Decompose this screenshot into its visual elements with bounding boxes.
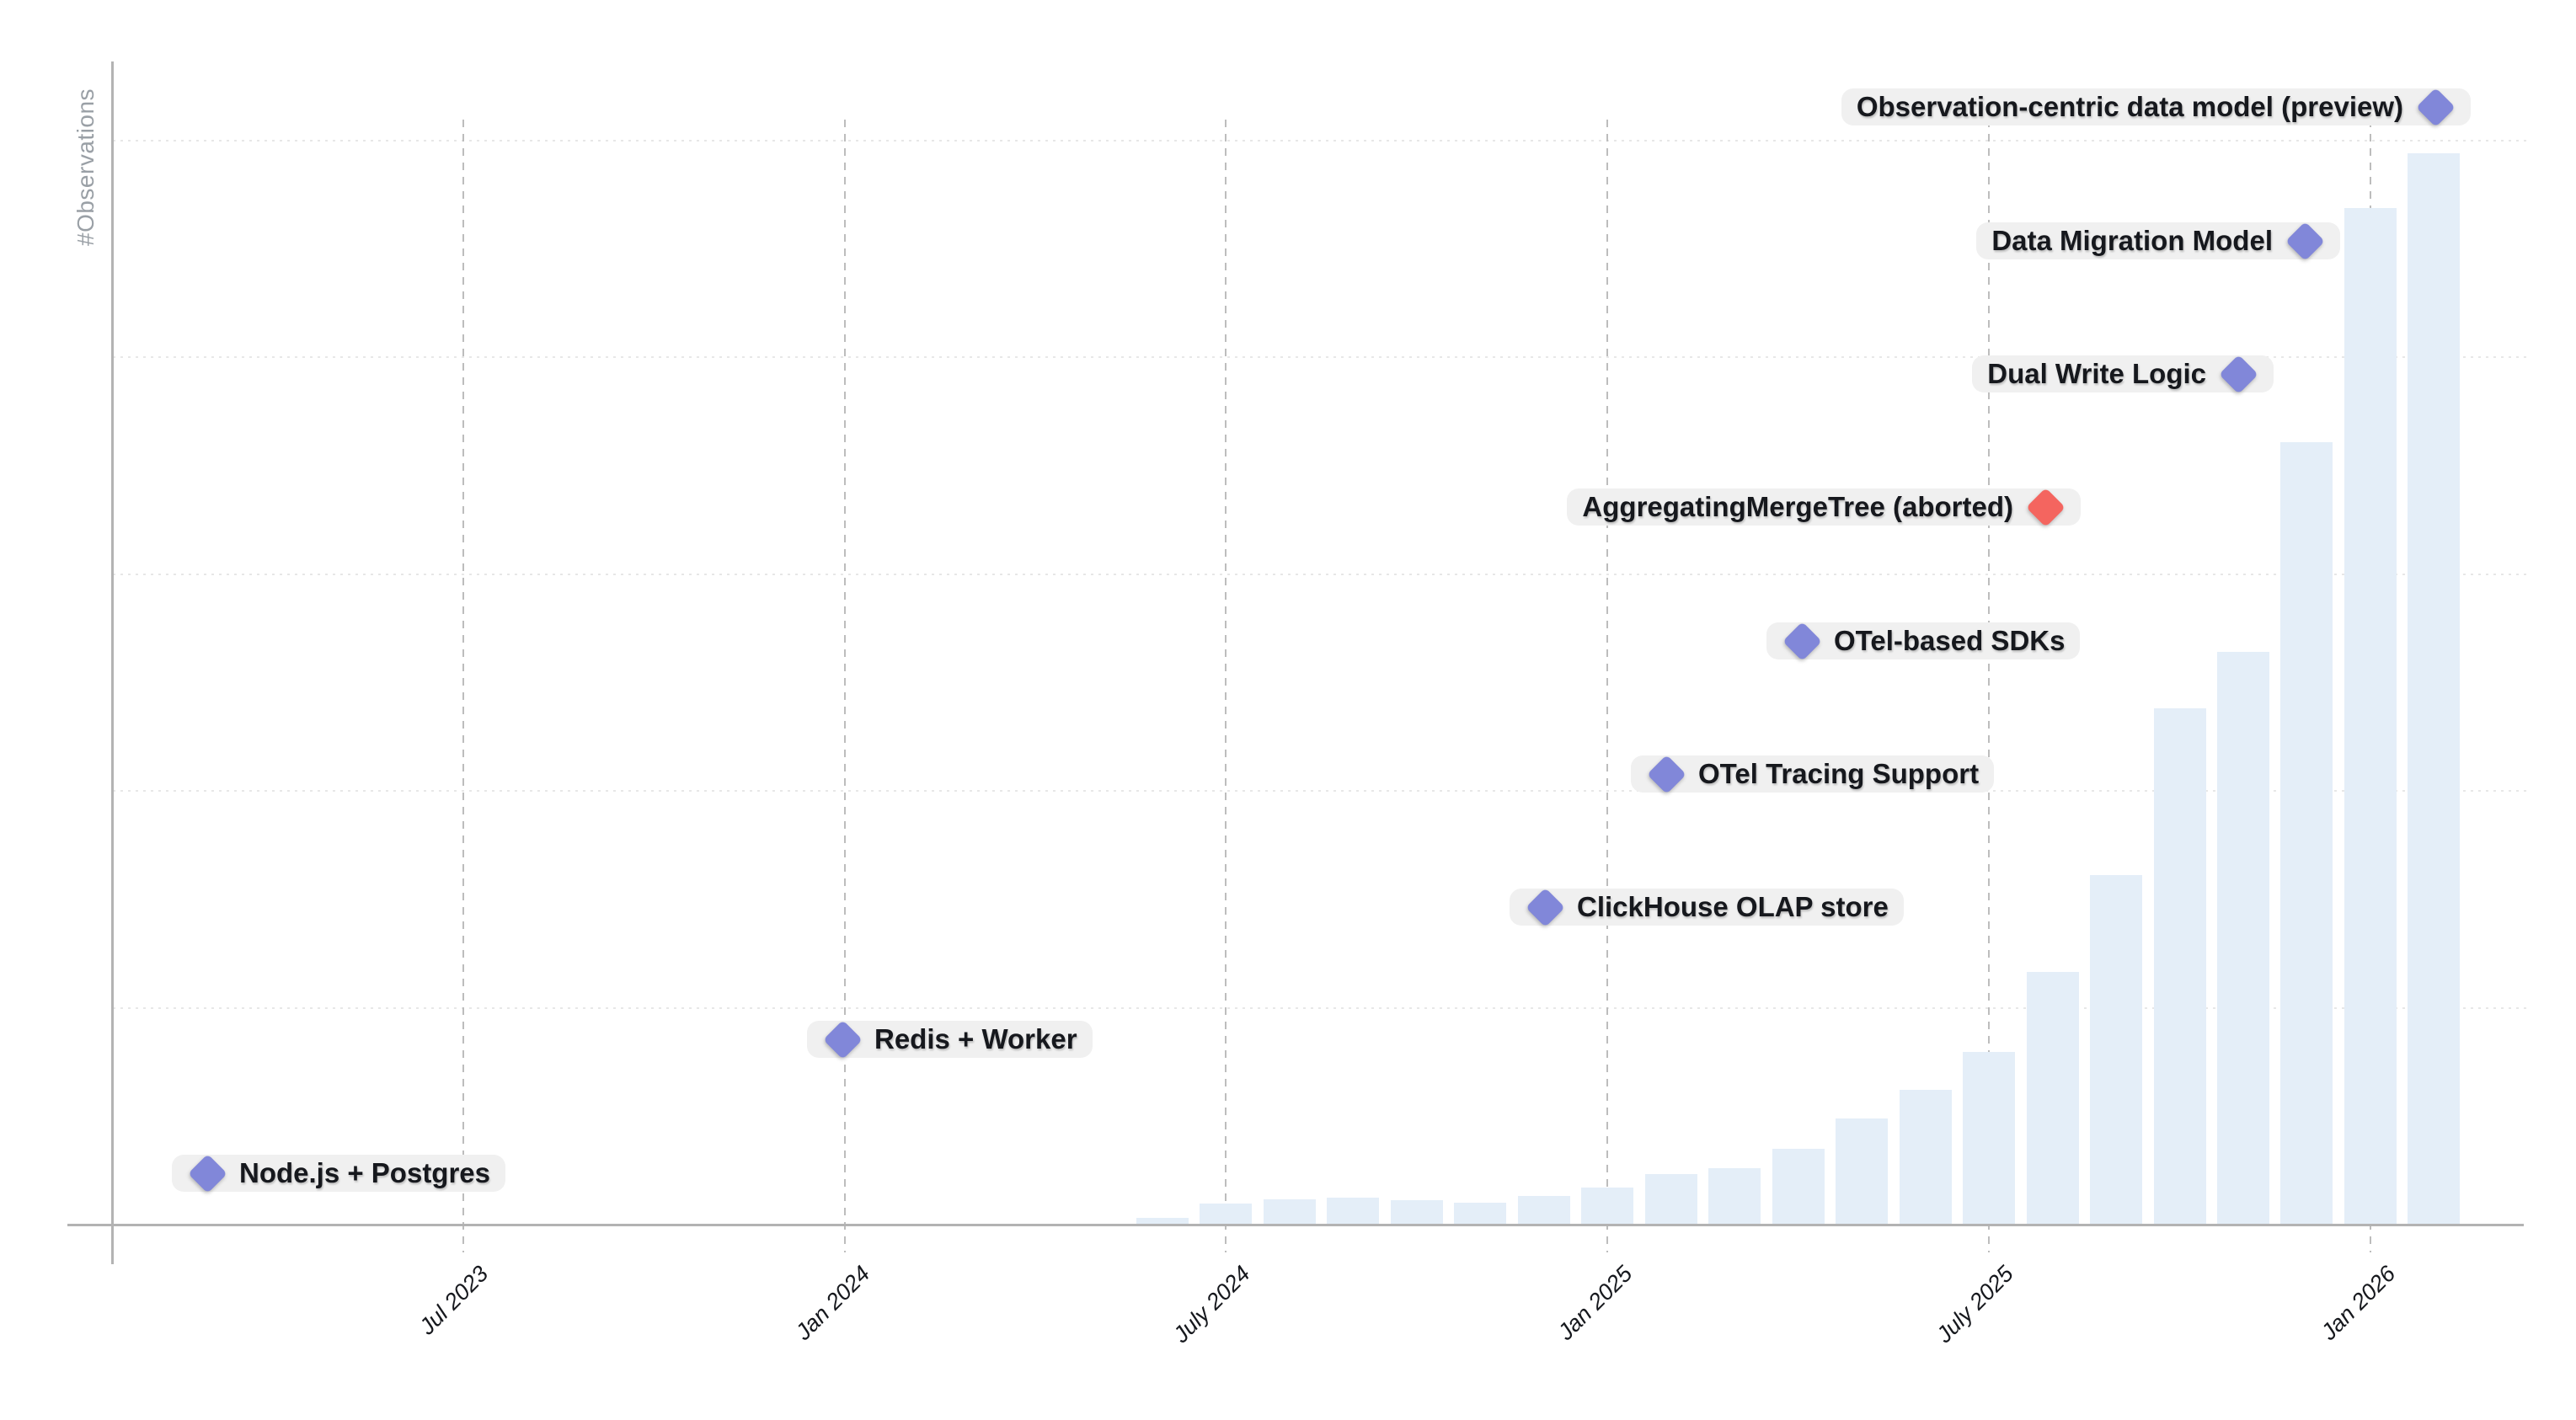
x-tick-label: Jul 2023 xyxy=(414,1261,494,1340)
bar xyxy=(2344,208,2397,1225)
bar xyxy=(1900,1090,1952,1225)
milestone-diamond-icon xyxy=(187,1153,227,1193)
milestone-label: AggregatingMergeTree (aborted) xyxy=(1567,487,2081,527)
milestone-label: OTel-based SDKs xyxy=(1766,621,2081,661)
milestone-diamond-icon xyxy=(2025,487,2066,527)
bar xyxy=(1391,1200,1443,1225)
bar xyxy=(1645,1174,1697,1225)
x-tick-label: Jan 2025 xyxy=(1553,1261,1638,1345)
bar xyxy=(1327,1198,1379,1225)
bar xyxy=(1518,1196,1570,1225)
milestone-diamond-icon xyxy=(1646,754,1686,794)
horizontal-gridline xyxy=(113,574,2527,575)
bar xyxy=(2027,972,2079,1225)
milestone-label: OTel Tracing Support xyxy=(1631,754,1995,794)
x-tick-label: Jan 2026 xyxy=(2316,1261,2401,1345)
bar xyxy=(1836,1118,1888,1225)
milestone-label: ClickHouse OLAP store xyxy=(1510,887,1904,927)
milestone-diamond-icon xyxy=(2218,354,2258,394)
bar xyxy=(2280,442,2333,1225)
milestone-diamond-icon xyxy=(2415,87,2456,127)
y-axis-line xyxy=(111,61,114,1264)
vertical-gridline xyxy=(1606,120,1608,1252)
bar xyxy=(2408,153,2460,1225)
milestone-label: Observation-centric data model (preview) xyxy=(1841,87,2471,127)
bar xyxy=(1708,1168,1761,1225)
vertical-gridline xyxy=(844,120,846,1252)
bar xyxy=(1200,1204,1252,1225)
milestone-diamond-icon xyxy=(1782,621,1822,661)
milestone-diamond-icon xyxy=(822,1019,863,1060)
horizontal-gridline xyxy=(113,140,2527,141)
milestone-label: Data Migration Model xyxy=(1976,221,2340,261)
bar xyxy=(2154,708,2206,1225)
horizontal-gridline xyxy=(113,1007,2527,1009)
bar xyxy=(1963,1052,2015,1225)
milestone-diamond-icon xyxy=(1525,887,1565,927)
x-tick-label: July 2024 xyxy=(1168,1261,1256,1348)
bar xyxy=(1454,1203,1506,1225)
x-tick-label: Jan 2024 xyxy=(790,1261,875,1345)
vertical-gridline xyxy=(1988,120,1990,1252)
bar xyxy=(1264,1199,1316,1225)
bar xyxy=(1581,1188,1633,1225)
vertical-gridline xyxy=(462,120,464,1252)
bar xyxy=(2217,652,2269,1225)
horizontal-gridline xyxy=(113,356,2527,358)
vertical-gridline xyxy=(1225,120,1227,1252)
milestone-label: Node.js + Postgres xyxy=(172,1153,506,1193)
x-axis-line xyxy=(67,1224,2524,1226)
y-axis-label: #Observations xyxy=(72,88,99,246)
milestone-label: Redis + Worker xyxy=(807,1019,1093,1060)
milestone-label: Dual Write Logic xyxy=(1972,354,2274,394)
bar xyxy=(1136,1218,1189,1225)
bar xyxy=(1772,1149,1825,1225)
bar xyxy=(2090,875,2142,1225)
x-tick-label: July 2025 xyxy=(1932,1261,2019,1348)
milestone-diamond-icon xyxy=(2285,221,2325,261)
horizontal-gridline xyxy=(113,790,2527,792)
